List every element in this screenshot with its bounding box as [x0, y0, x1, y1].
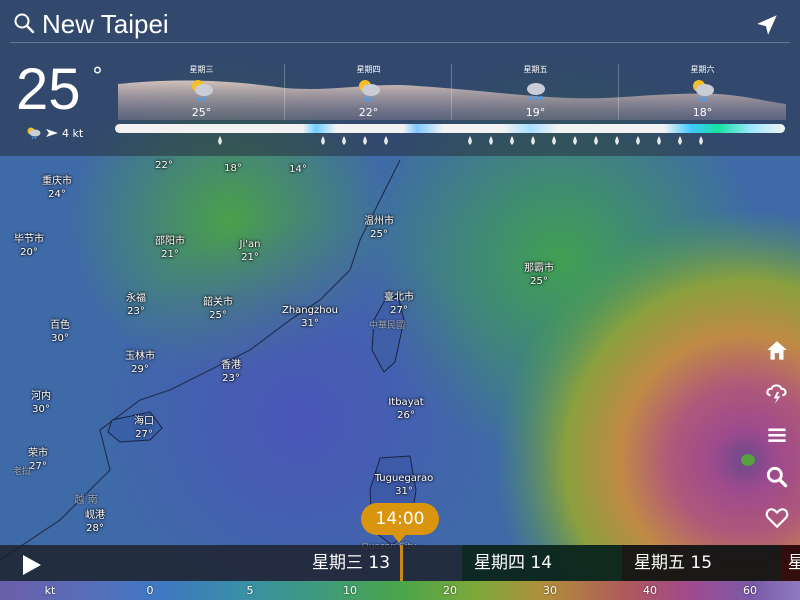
legend-value: 10: [343, 584, 357, 597]
raindrop-icon: [552, 136, 556, 145]
city-label[interactable]: Ji'an 21°: [239, 239, 261, 263]
day-separator: [284, 64, 285, 120]
weather-panel: New Taipei 25 ° 4 kt: [0, 0, 800, 156]
city-label[interactable]: 韶关市 25°: [203, 297, 233, 321]
legend-value: 5: [246, 584, 254, 597]
precipitation-bar[interactable]: [115, 124, 785, 133]
temperature-curve: [118, 80, 786, 120]
forecast-day[interactable]: 星期四 22°: [285, 62, 452, 120]
forecast-day[interactable]: 星期五 19°: [452, 62, 619, 120]
city-label[interactable]: 岘港 28°: [85, 510, 105, 534]
city-label[interactable]: 那霸市 25°: [524, 263, 554, 287]
day-separator: [451, 64, 452, 120]
forecast-temp: 18°: [692, 106, 713, 119]
temperature-unit: °: [92, 64, 103, 89]
map-label-vietnam: 越 南: [74, 495, 98, 506]
raindrop-icon: [489, 136, 493, 145]
locate-arrow-icon[interactable]: [754, 12, 780, 38]
city-label[interactable]: 百色 30°: [50, 320, 70, 344]
home-icon[interactable]: [764, 338, 790, 364]
city-label[interactable]: 温州市 25°: [364, 216, 394, 240]
raindrop-icon: [363, 136, 367, 145]
city-label[interactable]: 海口 27°: [134, 416, 154, 440]
forecast-day[interactable]: 星期三 25°: [118, 62, 285, 120]
legend-value: 40: [643, 584, 657, 597]
current-temperature: 25: [16, 57, 81, 122]
city-label[interactable]: Tuguegarao 31°: [374, 473, 434, 497]
forecast-day-name: 星期四: [356, 65, 381, 74]
city-temp[interactable]: 18°: [224, 163, 242, 174]
city-label[interactable]: 香港 23°: [221, 360, 241, 384]
city-label[interactable]: 河内 30°: [31, 391, 51, 415]
forecast-temp: 22°: [358, 106, 379, 119]
wind-speed: 4 kt: [62, 126, 84, 140]
forecast-day-name: 星期五: [523, 65, 548, 74]
map-label-laos: 老挝: [12, 467, 32, 477]
raindrop-icon: [468, 136, 472, 145]
map-label-taiwan: 中華民國: [368, 321, 406, 331]
raindrop-icon: [699, 136, 703, 145]
search-icon[interactable]: [12, 11, 36, 35]
timeline-cursor[interactable]: [400, 545, 403, 581]
timeline-day[interactable]: 星期四 14: [462, 545, 622, 581]
raindrop-icon: [678, 136, 682, 145]
current-wind: 4 kt: [26, 126, 83, 140]
forecast-day[interactable]: 星期六 18°: [619, 62, 786, 120]
city-label[interactable]: 永福 23°: [126, 293, 146, 317]
raindrop-icon: [342, 136, 346, 145]
city-temp[interactable]: 14°: [289, 164, 307, 175]
city-label[interactable]: 邵阳市 21°: [155, 236, 185, 260]
timeline-day[interactable]: 星期三 13: [312, 553, 391, 573]
partly-cloudy-rain-icon: [358, 80, 380, 102]
wind-direction-icon: [46, 129, 58, 137]
raindrop-icon: [573, 136, 577, 145]
forecast-temp: 25°: [191, 106, 212, 119]
city-name[interactable]: New Taipei: [42, 9, 169, 39]
city-label[interactable]: 重庆市 24°: [42, 176, 72, 200]
play-icon[interactable]: [18, 553, 44, 577]
city-label[interactable]: 毕节市 20°: [14, 234, 44, 258]
city-label[interactable]: 臺北市 27°: [384, 292, 414, 316]
cloudy-rain-icon: [526, 83, 545, 101]
city-label[interactable]: 荣市 27°: [28, 448, 48, 472]
raindrop-icon: [636, 136, 640, 145]
forecast-day-name: 星期三: [189, 65, 214, 74]
wind-speed-legend: kt 0 5 10 20 30 40 60: [0, 581, 800, 600]
legend-value: 0: [146, 584, 154, 597]
partly-cloudy-rain-icon: [27, 127, 41, 140]
timeline[interactable]: 星期三 13 星期四 14 星期五 15 星: [0, 545, 800, 581]
city-label[interactable]: Itbayat 26°: [388, 397, 424, 421]
raindrop-icon: [615, 136, 619, 145]
forecast-day-name: 星期六: [690, 65, 715, 74]
timeline-day[interactable]: 星: [782, 545, 800, 581]
menu-icon[interactable]: [764, 422, 790, 448]
search-bar[interactable]: New Taipei: [10, 6, 790, 43]
forecast-strip[interactable]: 星期三 25° 星期四 22° 星期五: [118, 62, 786, 120]
legend-value: 20: [443, 584, 457, 597]
city-label[interactable]: 玉林市 29°: [125, 351, 155, 375]
raindrop-icon: [384, 136, 388, 145]
day-separator: [618, 64, 619, 120]
raindrop-icon: [218, 136, 222, 145]
thunderstorm-icon[interactable]: [764, 380, 790, 406]
legend-value: 60: [743, 584, 757, 597]
raindrop-icon: [594, 136, 598, 145]
raindrop-icon: [531, 136, 535, 145]
partly-cloudy-rain-icon: [692, 80, 714, 102]
legend-value: 30: [543, 584, 557, 597]
timeline-day[interactable]: 星期五 15: [622, 545, 782, 581]
city-temp[interactable]: 22°: [155, 160, 173, 171]
raindrop-icon: [510, 136, 514, 145]
search-icon[interactable]: [764, 464, 790, 490]
heart-icon[interactable]: [764, 505, 790, 531]
raindrop-icon: [657, 136, 661, 145]
raindrop-icon: [321, 136, 325, 145]
forecast-temp: 19°: [525, 106, 546, 119]
time-bubble-pointer: [391, 533, 407, 543]
current-time-bubble[interactable]: 14:00: [361, 503, 439, 535]
partly-cloudy-rain-icon: [191, 80, 213, 102]
legend-unit: kt: [44, 584, 56, 597]
city-label[interactable]: Zhangzhou 31°: [281, 305, 339, 329]
